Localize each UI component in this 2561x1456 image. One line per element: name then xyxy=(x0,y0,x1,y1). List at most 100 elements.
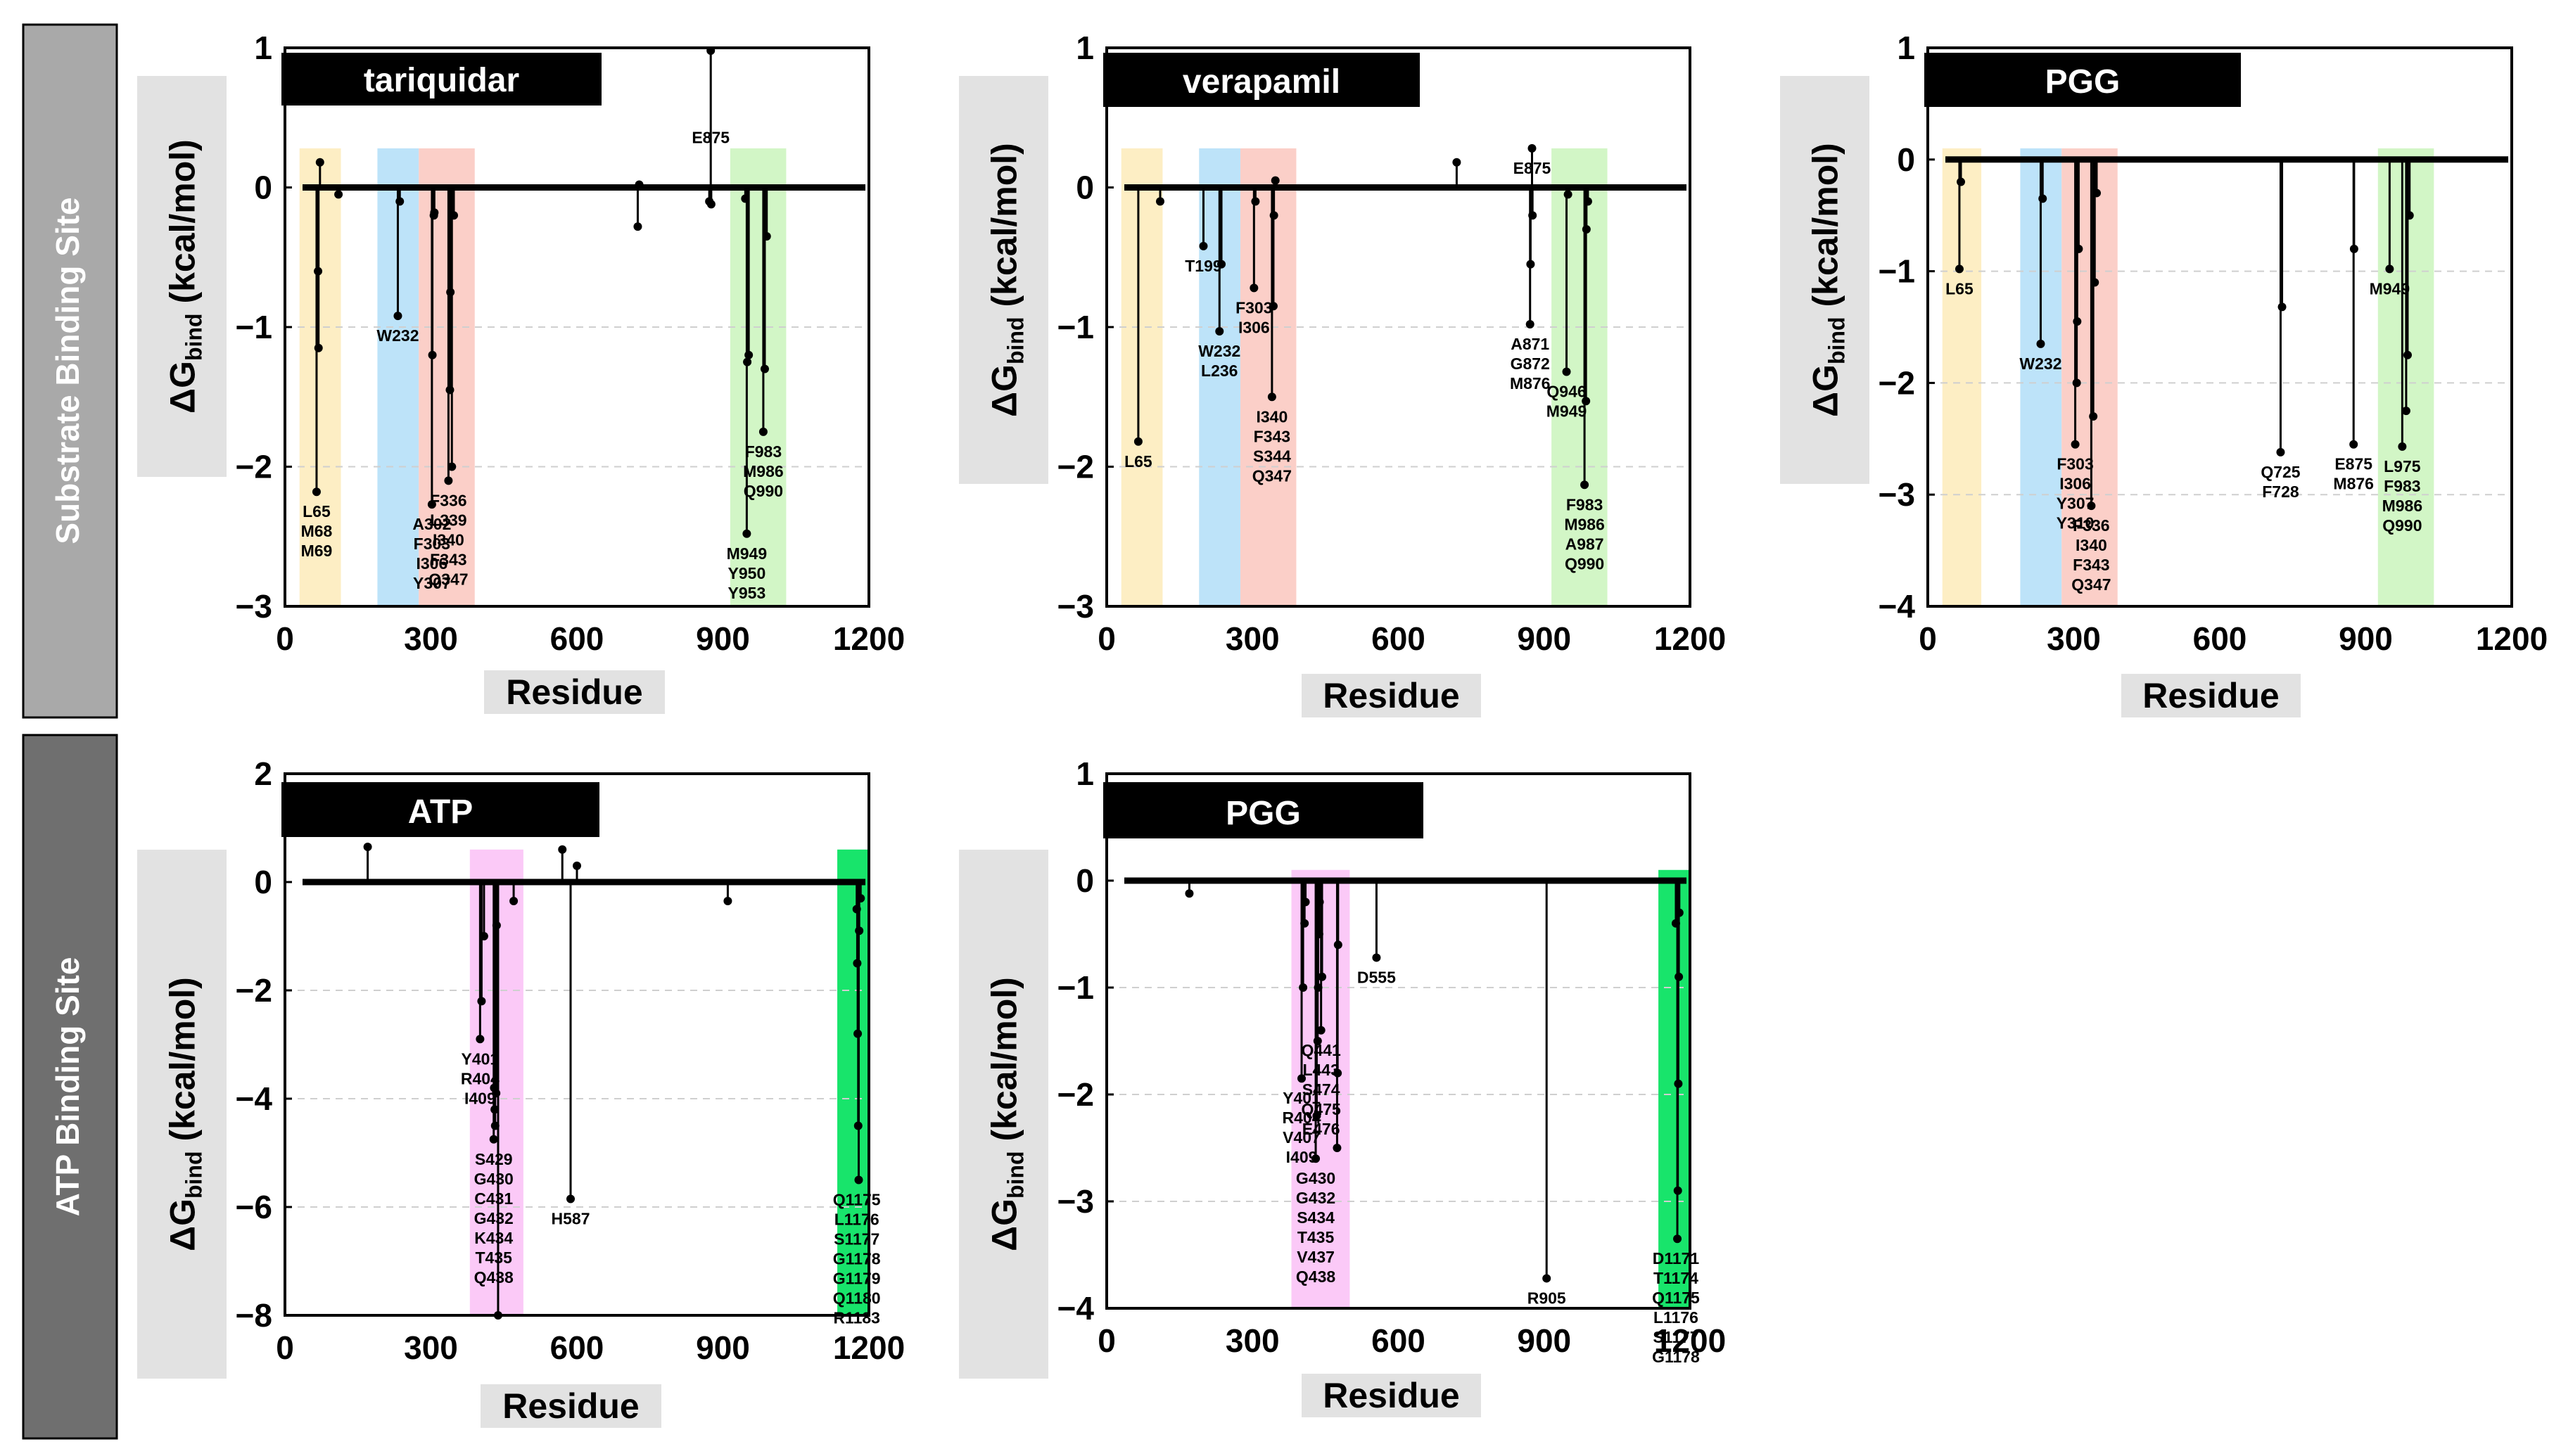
data-point xyxy=(723,896,732,905)
data-point xyxy=(2089,412,2098,421)
annotation-label: W232 L236 xyxy=(1198,342,1240,380)
data-point xyxy=(1582,397,1591,406)
data-point xyxy=(760,364,769,373)
side-label-substrate-text: Substrate Binding Site xyxy=(49,197,86,544)
x-tick-label: 900 xyxy=(1517,1322,1571,1359)
annotation-label: W232 xyxy=(2019,355,2061,373)
data-point xyxy=(1333,1068,1342,1078)
data-point xyxy=(573,861,581,870)
y-axis-label-box xyxy=(959,850,1048,1379)
y-tick-label: −6 xyxy=(236,1189,272,1225)
data-point xyxy=(447,462,457,471)
data-point xyxy=(312,487,321,497)
data-point xyxy=(1250,283,1259,293)
data-point xyxy=(2087,502,2096,511)
x-tick-label: 0 xyxy=(1919,620,1937,657)
data-point xyxy=(395,197,405,206)
data-point xyxy=(1299,983,1308,992)
data-point xyxy=(1300,919,1309,928)
annotation-label: E875 M876 xyxy=(2333,455,2374,493)
data-point xyxy=(2349,244,2358,253)
x-axis-label: Residue xyxy=(2142,676,2280,715)
annotation-label: L65 xyxy=(1124,452,1152,471)
highlight-band xyxy=(1121,148,1163,607)
annotation-label: A302 F303 I306 Y307 xyxy=(412,515,451,592)
data-point xyxy=(1185,889,1194,898)
highlight-band xyxy=(419,148,475,607)
annotation-label: F303 I306 xyxy=(1235,298,1272,336)
highlight-band xyxy=(837,849,869,1315)
annotation-label: L65 xyxy=(1945,279,1974,298)
data-point xyxy=(2073,317,2082,326)
annotation-label: L65 M68 M69 xyxy=(301,502,333,560)
annotation-label: Q1175 L1176 S1177 G1178 G1179 Q1180 R1183 xyxy=(833,1191,881,1327)
data-point xyxy=(428,350,437,359)
data-point xyxy=(855,926,864,935)
data-point xyxy=(446,288,455,297)
plot-frame xyxy=(284,772,870,1317)
data-point xyxy=(1199,241,1208,250)
chart-title-box xyxy=(281,53,602,106)
highlight-band xyxy=(1942,148,1982,607)
y-tick-label: 0 xyxy=(1076,862,1094,899)
x-tick-label: 300 xyxy=(1226,620,1280,657)
annotation-label: F983 M986 Q990 xyxy=(743,442,784,500)
data-point xyxy=(2277,302,2287,312)
data-point xyxy=(363,842,372,851)
annotation-label: Q725 F728 xyxy=(2261,463,2300,501)
data-point xyxy=(1583,197,1592,206)
data-point xyxy=(334,190,343,199)
chart-title: verapamil xyxy=(1183,63,1340,101)
x-tick-label: 900 xyxy=(2339,620,2393,657)
highlight-band xyxy=(299,148,341,607)
data-point xyxy=(762,231,771,241)
y-tick-label: −2 xyxy=(1879,364,1915,401)
x-tick-label: 0 xyxy=(1098,620,1116,657)
data-point xyxy=(430,208,439,217)
data-point xyxy=(2090,278,2099,287)
x-tick-label: 1200 xyxy=(1654,1322,1726,1359)
data-point xyxy=(1542,1274,1551,1283)
data-point xyxy=(2401,407,2410,416)
annotation-label: S429 G430 C431 G432 K434 T435 Q438 xyxy=(474,1150,514,1286)
annotation-label: Y401 R404 V407 I409 xyxy=(1283,1089,1321,1166)
x-tick-label: 600 xyxy=(550,620,604,657)
data-point xyxy=(477,997,486,1006)
data-point xyxy=(706,46,716,55)
data-point xyxy=(1563,190,1572,199)
data-point xyxy=(706,200,716,209)
chart-title-box xyxy=(1103,782,1423,838)
data-point xyxy=(635,180,644,189)
highlight-band xyxy=(1551,148,1608,607)
annotation-label: L975 F983 M986 Q990 xyxy=(2382,457,2423,535)
data-point xyxy=(2403,350,2412,359)
data-point xyxy=(2398,442,2407,451)
x-tick-label: 1200 xyxy=(1654,620,1726,657)
y-tick-label: 0 xyxy=(1897,141,1915,178)
data-point xyxy=(1452,158,1461,167)
data-point xyxy=(1957,177,1966,186)
y-tick-label: 0 xyxy=(254,170,272,206)
y-tick-label: 1 xyxy=(254,30,272,66)
x-tick-label: 1200 xyxy=(833,620,905,657)
annotation-label: F303 I306 Y307 Y310 xyxy=(2057,455,2095,532)
y-tick-label: −3 xyxy=(1879,476,1915,513)
data-point xyxy=(1251,197,1260,206)
y-tick-label: −1 xyxy=(236,309,272,345)
annotation-label: F336 I340 F343 Q347 xyxy=(2071,516,2111,594)
x-axis-label: Residue xyxy=(506,672,643,712)
y-tick-label: −4 xyxy=(1879,588,1916,625)
chart-title: tariquidar xyxy=(364,62,519,99)
plot-frame xyxy=(1926,46,2513,608)
y-axis-label: ΔGbind (kcal/mol) xyxy=(985,143,1029,417)
data-point xyxy=(558,845,567,854)
y-axis-label-box xyxy=(1780,76,1869,484)
y-tick-label: −3 xyxy=(1057,1183,1094,1220)
data-point xyxy=(493,1311,502,1320)
annotation-label: F336 L339 I340 F343 Q347 xyxy=(428,491,468,588)
data-point xyxy=(1312,1111,1321,1120)
x-axis-label-box xyxy=(481,1384,661,1428)
data-point xyxy=(2349,440,2358,449)
